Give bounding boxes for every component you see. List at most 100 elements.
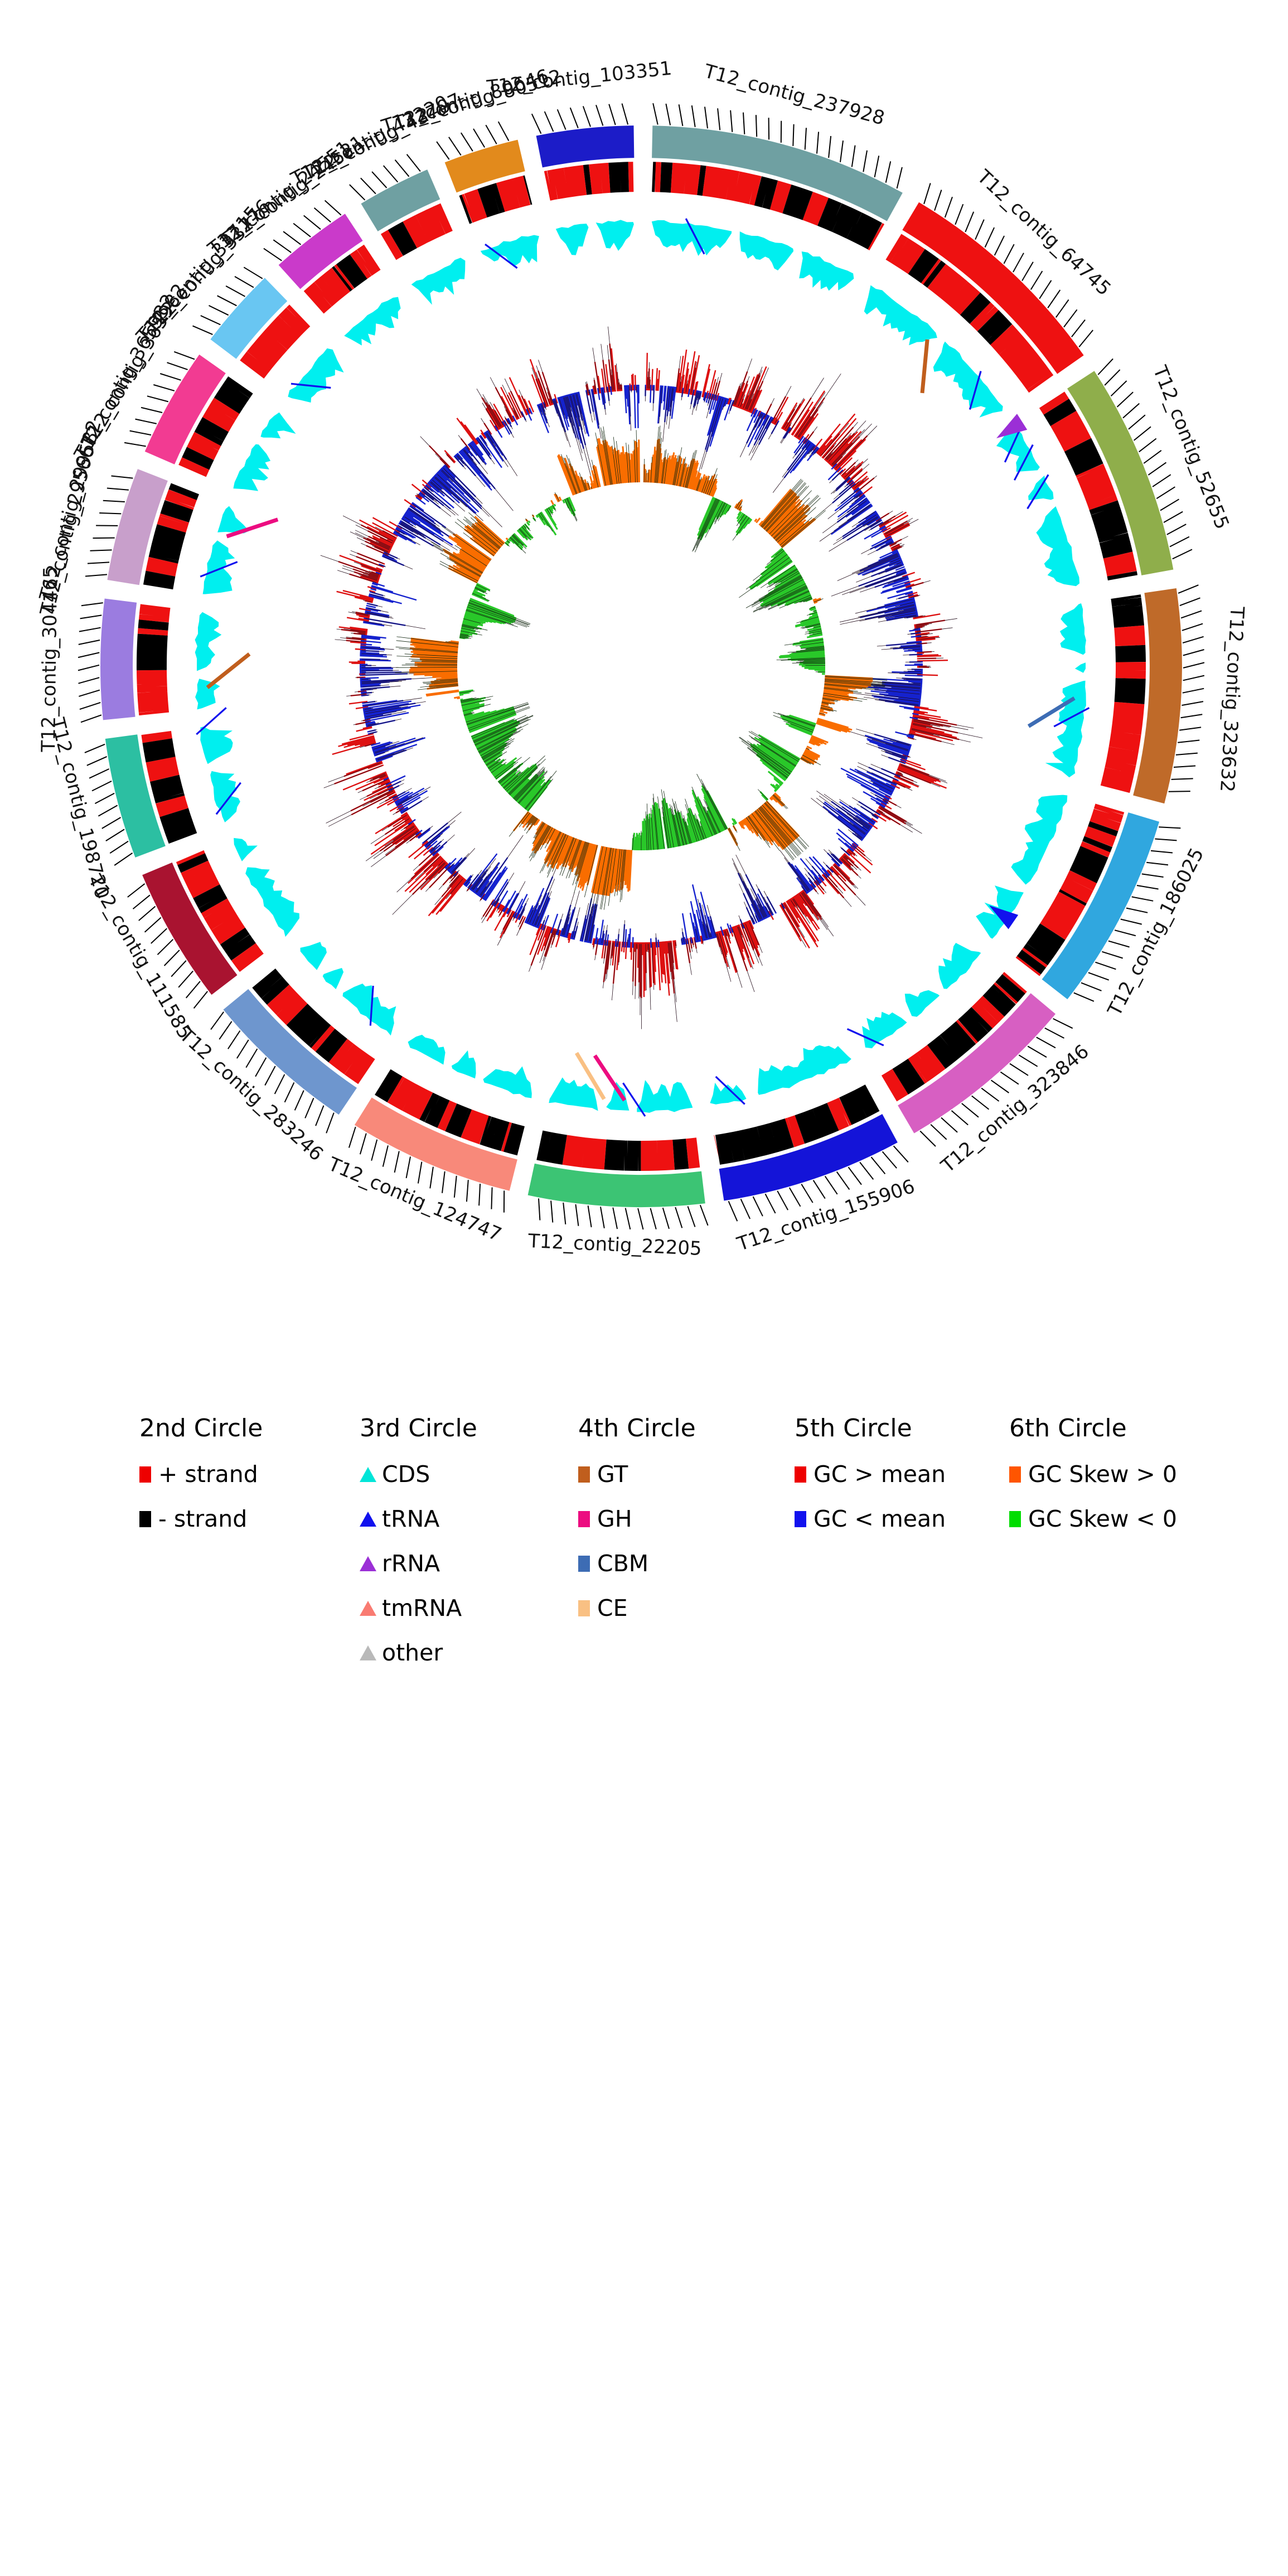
legend: 2nd Circle + strand - strand 3rd Circle CDS t… [0,1414,1288,1726]
cds-arc [1045,680,1086,778]
trna-tick [1026,474,1049,510]
legend-item-label: CBM [597,1550,649,1577]
contig-segment [210,278,288,359]
cds-arc [710,1082,747,1105]
gc-mean-swatch-icon [795,1466,806,1483]
contig-segment [444,139,525,193]
cds-arc [322,968,344,990]
cds-arc [862,1011,907,1049]
gc-skew-ring [395,425,888,910]
legend-column-title: 4th Circle [578,1414,696,1442]
cds-arc [480,235,539,267]
cds-swatch-icon [360,1466,376,1482]
contig-label: T12_contig_323846 [937,1040,1093,1178]
trna-tick [622,1082,646,1117]
legend-item-gh: GH [578,1503,696,1535]
contig-label: T12_contig_80512 [391,65,564,135]
trna-tick [969,371,982,410]
gc-skew-0-swatch-icon [1009,1466,1021,1483]
contig-label: T12_contig_304465 [37,566,62,753]
cds-arc [637,1080,693,1113]
cds-arc [451,1050,476,1079]
cds-arc [1011,795,1068,885]
contig-segment [1042,812,1160,1000]
contig-ring [100,125,1182,1207]
legend-column-title: 6th Circle [1009,1414,1127,1442]
legend-item-label: CDS [382,1461,430,1488]
contig-segment [527,1163,705,1207]
legend-column-title: 3rd Circle [360,1414,477,1442]
legend-column-4th-circle: 4th Circle GT GH CBM CE [578,1414,696,1636]
contig-label: T12_contig_237928 [701,60,887,129]
cds-arc [799,251,854,291]
contig-label: T12_contig_22205 [527,1230,702,1260]
contig-segment [142,862,238,995]
cds-arc [408,1034,446,1065]
contig-segment [278,214,363,289]
cds-arc [210,771,240,822]
trna-tick [290,382,331,389]
contig-segment [652,125,903,221]
gc-skew-0-swatch-icon [1009,1510,1021,1527]
trna-tick [369,985,374,1026]
cds-arc [260,412,296,439]
cds-arc [864,285,937,346]
cazyme-ring [206,339,1076,1102]
contig-segment [536,125,635,168]
strand-ring [136,162,1146,1171]
cds-arc [938,943,981,989]
cazyme-tick-ce [574,1052,606,1100]
legend-item-label: GC Skew < 0 [1028,1505,1178,1532]
trna-triangle-icon [989,905,1019,929]
contig-segment [1067,371,1174,575]
cds-arc [234,837,258,861]
trna-tick [1013,444,1034,481]
legend-item-label: tmRNA [382,1595,462,1621]
contig-label: T12_contig_52655 [1148,362,1233,532]
contig-segment [223,989,357,1115]
contig-segment [144,354,226,464]
contig-label: T12_contig_283246 [175,1024,327,1166]
ruler-ticks [78,103,1205,1230]
cazyme-tick-gh [226,517,279,539]
trna-tick [715,1076,745,1105]
cds-arc [1036,506,1080,587]
cds-arc [344,297,401,346]
legend-item-label: other [382,1639,443,1666]
cds-arc [651,220,732,256]
legend-item-gc-skew-0: GC Skew > 0 [1009,1458,1177,1490]
cds-ring [195,218,1090,1117]
cds-arc [933,341,1003,418]
cds-arc [739,231,794,270]
cds-arc [233,444,271,491]
contig-label: T12_contig_323632 [1216,606,1248,793]
contig-segment [719,1113,898,1201]
trna-swatch-icon [360,1511,376,1527]
trna-tick [485,243,518,269]
cds-arc [549,1077,598,1111]
contig-segment [902,202,1084,374]
cds-arc [1059,603,1086,655]
legend-item-label: GH [597,1505,632,1532]
trna-tick [215,782,241,815]
legend-item-gc-mean: GC < mean [795,1503,946,1535]
cds-arc [342,984,396,1036]
trna-tick [196,707,227,735]
legend-column-6th-circle: 6th Circle GC Skew > 0 GC Skew < 0 [1009,1414,1177,1547]
cds-arc [202,540,235,594]
legend-item-label: GC < mean [814,1505,946,1532]
legend-item-strand: - strand [139,1503,263,1535]
legend-item-rrna: rRNA [360,1547,477,1580]
legend-item-gt: GT [578,1458,696,1490]
contig-segment [107,469,168,585]
contig-segment [100,598,137,720]
gt-swatch-icon [578,1466,590,1483]
legend-item-cbm: CBM [578,1547,696,1580]
trna-tick [200,561,238,578]
cds-arc [200,727,233,764]
legend-column-title: 5th Circle [795,1414,912,1442]
legend-item-other: other [360,1636,477,1669]
legend-item-cds: CDS [360,1458,477,1490]
legend-item-strand: + strand [139,1458,263,1490]
cds-arc [996,423,1040,472]
